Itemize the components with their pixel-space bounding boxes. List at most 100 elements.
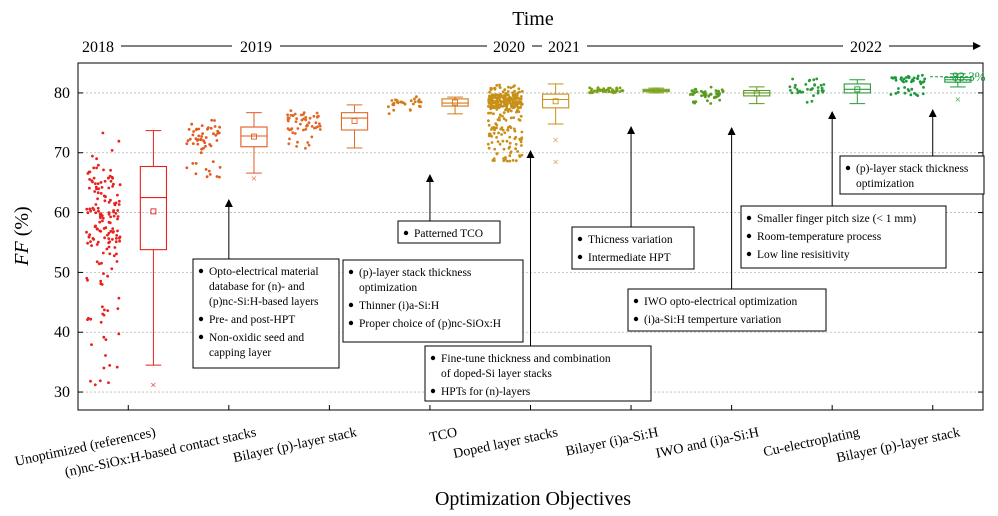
timeline-year: 2021	[548, 39, 580, 56]
data-point	[490, 134, 493, 138]
data-point	[87, 235, 91, 239]
data-point	[93, 190, 97, 193]
box	[542, 93, 570, 109]
note-frame	[571, 226, 695, 270]
data-point	[291, 131, 295, 135]
data-point	[116, 217, 119, 221]
y-tick-label: 70	[54, 145, 70, 162]
data-point	[116, 215, 120, 218]
data-point	[505, 98, 509, 102]
note-box: Opto-electrical material database for (n)…	[192, 258, 340, 369]
data-point	[102, 366, 106, 370]
data-point	[95, 157, 98, 161]
data-point	[707, 94, 711, 98]
data-point	[788, 85, 792, 89]
data-point	[89, 209, 92, 213]
data-point	[99, 279, 103, 283]
data-point	[501, 90, 505, 94]
data-point	[89, 317, 93, 321]
data-point	[890, 76, 894, 80]
data-point	[497, 131, 500, 135]
data-point	[110, 267, 114, 271]
data-point	[789, 89, 792, 92]
data-point	[200, 135, 204, 138]
data-point	[795, 88, 799, 91]
x-tick-label: Bilayer (i)a-Si:H	[564, 425, 660, 459]
data-point	[116, 229, 119, 233]
data-point	[314, 126, 318, 129]
data-point	[502, 147, 506, 151]
data-point	[107, 176, 110, 180]
note-line: Proper choice of (p)nc-SiOx:H	[359, 318, 501, 330]
data-point	[92, 166, 96, 170]
data-point	[115, 365, 119, 369]
data-point	[519, 95, 523, 98]
data-point	[107, 241, 110, 245]
data-point	[392, 101, 396, 105]
note-line: optimization	[359, 282, 417, 294]
data-point	[99, 192, 103, 195]
data-point	[191, 142, 195, 146]
data-point	[703, 90, 707, 94]
note-line: (p)-layer stack thickness	[359, 267, 472, 279]
data-point	[517, 87, 521, 91]
data-point	[417, 98, 421, 102]
data-point	[112, 182, 115, 186]
data-point	[98, 379, 102, 383]
data-point	[93, 383, 97, 387]
data-point	[903, 86, 906, 89]
note-line: of doped-Si layer stacks	[441, 368, 552, 380]
data-point	[505, 103, 509, 107]
data-point	[99, 181, 103, 184]
note-line: Non-oxidic seed and	[209, 332, 304, 344]
data-point	[508, 101, 511, 104]
data-point	[506, 90, 510, 93]
timeline-year: 2018	[82, 39, 114, 56]
y-axis: 30 40 50 60 70 80	[54, 85, 983, 401]
data-point	[197, 134, 201, 138]
data-point	[314, 121, 318, 125]
data-point	[496, 100, 500, 104]
data-points	[85, 73, 927, 387]
data-point	[520, 130, 524, 134]
y-tick-label: 80	[54, 85, 70, 102]
data-point	[514, 147, 517, 151]
data-point	[204, 144, 207, 148]
data-point	[210, 118, 214, 122]
data-point	[107, 220, 111, 224]
data-point	[794, 83, 797, 87]
data-point	[110, 175, 114, 179]
data-point	[413, 100, 417, 104]
data-point	[912, 76, 916, 80]
data-point	[793, 86, 797, 89]
data-point	[897, 87, 900, 90]
data-point	[495, 108, 499, 111]
outlier-marker: ×	[955, 94, 961, 106]
data-point	[812, 78, 816, 82]
data-point	[302, 113, 305, 116]
box	[441, 98, 469, 107]
data-point	[118, 235, 122, 239]
note-frame	[397, 220, 501, 244]
data-point	[498, 113, 502, 117]
data-point	[906, 74, 910, 78]
outlier-marker: ×	[251, 173, 257, 185]
note-line: Low line resisitivity	[757, 249, 850, 261]
data-point	[191, 133, 195, 137]
data-point	[118, 183, 122, 187]
data-point	[492, 131, 496, 135]
data-point	[607, 90, 611, 94]
timeline-year: 2020	[493, 39, 525, 56]
note-line: HPTs for (n)-layers	[441, 386, 531, 398]
note-bullet	[633, 298, 639, 304]
note-line: database for (n)- and	[209, 281, 305, 293]
data-point	[599, 88, 602, 92]
y-tick-label: 30	[54, 384, 70, 401]
data-point	[300, 118, 304, 122]
data-point	[109, 179, 113, 183]
data-point	[95, 243, 99, 246]
data-point	[218, 175, 221, 179]
data-point	[514, 159, 518, 163]
data-point	[921, 80, 925, 84]
note-line: Intermediate HPT	[588, 252, 671, 264]
